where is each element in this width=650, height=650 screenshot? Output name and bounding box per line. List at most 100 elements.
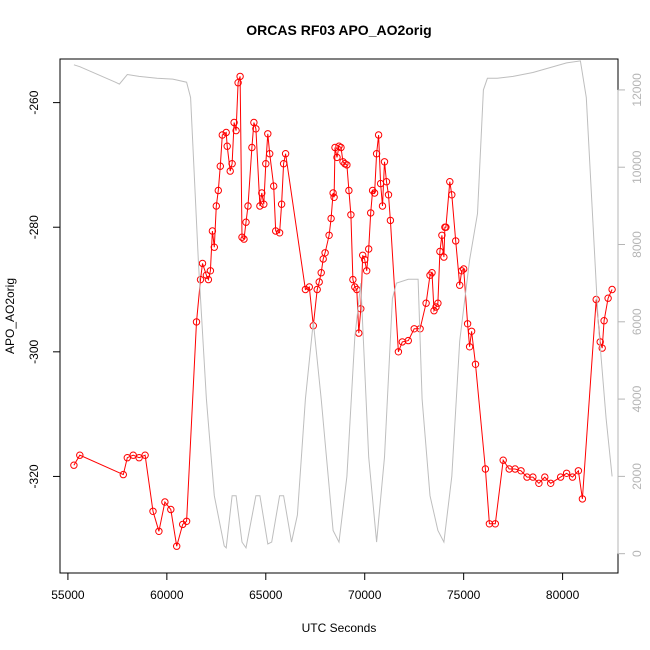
series-1-point [149, 507, 157, 515]
series-1-point [319, 255, 327, 263]
series-1-point [349, 275, 357, 284]
series-1-point [341, 160, 349, 168]
series-1-point [386, 216, 395, 225]
series-1-point [210, 243, 219, 251]
series-1-point [329, 189, 337, 197]
series-1-point [541, 473, 549, 481]
series-1-point [359, 251, 367, 260]
chart-title: ORCAS RF03 APO_AO2orig [246, 22, 431, 38]
series-1-point [244, 202, 252, 210]
y-axis-right: 0 2000 4000 6000 8000 10000 12000 [617, 73, 644, 557]
x-tick-label: 60000 [150, 588, 184, 602]
series-1-point [327, 214, 335, 223]
y2-tick-label: 2000 [630, 463, 644, 490]
series-1-point [196, 275, 205, 284]
series-1-point [600, 317, 608, 325]
series-1-point [517, 467, 525, 475]
series-1-point [216, 162, 225, 170]
series-1-point [330, 193, 338, 202]
y-axis-label: APO_AO2orig [3, 278, 17, 354]
y-tick-label: -320 [27, 464, 41, 488]
series-1-point [382, 178, 391, 186]
series-1-point [279, 160, 288, 168]
series-1-point [426, 271, 434, 279]
series-1-point [592, 295, 600, 304]
x-tick-label: 55000 [51, 588, 85, 602]
series-1-point [212, 202, 221, 210]
series-1-point [198, 259, 207, 268]
series-1-point [270, 182, 278, 190]
x-axis-label: UTC Seconds [302, 621, 377, 635]
series-1-point [70, 461, 78, 469]
series-1-point [440, 253, 448, 261]
series-1-point [355, 329, 363, 337]
series-1-point [430, 307, 438, 315]
series-1-point [460, 265, 468, 273]
series-1-point [353, 285, 361, 294]
series-1-point [250, 118, 258, 127]
series-1-point [182, 517, 191, 525]
series-1-point [347, 211, 355, 219]
series-1-point [428, 269, 436, 277]
x-tick-label: 80000 [546, 588, 580, 602]
series-2-line [73, 60, 613, 550]
series-1-line [73, 76, 613, 547]
x-tick-label: 65000 [249, 588, 283, 602]
series-1-point [374, 131, 383, 139]
series-1-point [228, 160, 236, 168]
series-1-point [315, 278, 323, 286]
series-1-point [252, 125, 260, 133]
series-1-point [467, 327, 476, 335]
series-1-point [370, 189, 379, 197]
series-1-point [236, 72, 244, 81]
series-1-point [499, 456, 507, 464]
series-1-point [491, 520, 499, 528]
series-1-point [333, 153, 341, 162]
series-1-point [394, 348, 403, 356]
series-1-point [398, 338, 406, 346]
series-1-point [345, 186, 353, 195]
x-tick-label: 75000 [447, 588, 481, 602]
series-1-point [372, 150, 381, 158]
series-1-point [598, 344, 606, 352]
series-1-point [422, 299, 430, 307]
series-1-point [305, 283, 313, 291]
y-tick-label: -280 [27, 215, 41, 239]
series-1-point [258, 189, 266, 197]
series-1-point [301, 285, 310, 294]
series-1-point [321, 249, 329, 257]
series-1-point [167, 505, 175, 514]
series-1-point [438, 231, 446, 240]
series-1-point [529, 473, 537, 481]
series-1-point [119, 470, 128, 479]
series-1-point [436, 247, 444, 256]
series-1-point [230, 118, 238, 127]
series-1-point [135, 454, 143, 462]
series-1-point [456, 281, 464, 289]
series-1-point [481, 465, 490, 473]
plot-frame [59, 58, 619, 574]
series-1-point [367, 209, 375, 217]
series-1-point [363, 267, 371, 275]
series-1-point [404, 336, 412, 345]
series-1-point [275, 229, 284, 237]
series-1-point [568, 473, 577, 481]
series-1-point [161, 498, 169, 506]
y2-tick-label: 12000 [630, 73, 644, 107]
series-1-point [192, 318, 201, 326]
x-tick-label: 70000 [348, 588, 382, 602]
y2-tick-label: 0 [630, 550, 644, 557]
series-1-point [434, 299, 442, 307]
series-1-point [325, 231, 333, 240]
y2-tick-label: 8000 [630, 231, 644, 258]
series-1-point [208, 227, 217, 235]
series-1-point [556, 473, 565, 481]
series-1-point [547, 479, 555, 487]
series-1-point [465, 343, 474, 351]
series-1-point [578, 495, 587, 503]
series-1-point [452, 237, 460, 245]
series-1-point [234, 79, 242, 87]
series-1-point [272, 227, 280, 235]
series-1-point [226, 167, 234, 175]
